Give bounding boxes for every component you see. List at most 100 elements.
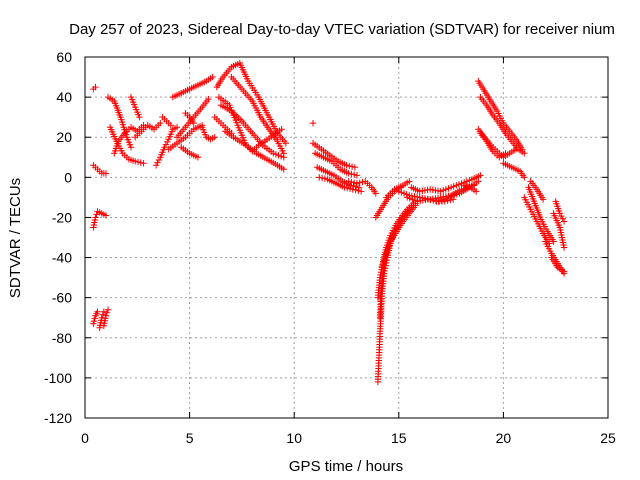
data-point xyxy=(372,190,379,197)
y-tick-label: 60 xyxy=(56,49,72,65)
data-point xyxy=(558,212,565,220)
x-tick-label: 20 xyxy=(496,430,512,446)
y-tick-label: -40 xyxy=(52,250,72,266)
data-point xyxy=(359,178,366,186)
axis-ticks: 0 5 10 15 20 25 -120 -100 -80 -60 -40 -20 0 20 40 60 xyxy=(44,49,616,446)
data-point xyxy=(164,138,171,146)
data-point xyxy=(355,187,362,194)
data-point xyxy=(512,146,520,153)
x-tick-label: 15 xyxy=(391,430,407,446)
data-point xyxy=(377,269,385,276)
data-point xyxy=(560,268,568,275)
data-point xyxy=(449,196,457,203)
data-point xyxy=(550,238,557,245)
chart-title: Day 257 of 2023, Sidereal Day-to-day VTE… xyxy=(69,21,615,38)
data-point xyxy=(316,174,323,181)
data-point xyxy=(345,178,352,185)
data-point xyxy=(353,180,361,187)
data-point xyxy=(502,150,509,157)
data-point xyxy=(280,150,287,157)
data-point xyxy=(104,306,112,313)
data-point xyxy=(98,314,105,321)
data-point xyxy=(103,309,111,316)
data-point xyxy=(350,171,358,178)
data-point xyxy=(539,196,547,203)
data-point xyxy=(356,179,363,186)
data-point xyxy=(194,154,202,161)
data-point xyxy=(349,186,356,193)
y-tick-label: -120 xyxy=(44,410,72,426)
data-point xyxy=(345,170,352,177)
data-point xyxy=(92,83,99,91)
data-point xyxy=(376,274,384,281)
data-point xyxy=(348,163,356,170)
y-axis-label: SDTVAR / TECUs xyxy=(7,178,24,298)
data-point xyxy=(157,119,164,127)
data-point xyxy=(318,174,326,182)
data-point xyxy=(444,197,451,204)
data-point xyxy=(278,126,285,133)
data-point xyxy=(211,134,218,141)
data-point xyxy=(346,162,353,170)
data-point xyxy=(441,198,449,205)
data-point xyxy=(154,159,161,166)
y-tick-label: 20 xyxy=(56,129,72,145)
data-point xyxy=(353,183,360,190)
data-point xyxy=(90,317,98,325)
data-point xyxy=(353,172,361,179)
data-point xyxy=(343,184,351,192)
data-point xyxy=(406,178,413,185)
data-point xyxy=(152,162,160,169)
data-point xyxy=(90,320,97,327)
data-point xyxy=(521,174,528,181)
data-point xyxy=(341,184,348,191)
data-point xyxy=(348,170,355,178)
data-point xyxy=(377,271,384,279)
data-point xyxy=(560,244,568,251)
grid-lines xyxy=(85,57,608,418)
data-point xyxy=(140,160,147,167)
plot-frame xyxy=(84,56,609,419)
data-point xyxy=(560,218,568,225)
data-point xyxy=(473,188,480,195)
data-point xyxy=(412,202,419,209)
data-point xyxy=(350,182,357,190)
data-point xyxy=(102,170,110,177)
data-point xyxy=(167,121,174,129)
data-point xyxy=(346,185,354,192)
data-point xyxy=(134,158,142,166)
data-point xyxy=(321,175,329,182)
data-point xyxy=(92,214,99,221)
data-point xyxy=(351,164,359,171)
data-point xyxy=(161,144,168,151)
data-point xyxy=(343,162,350,169)
data-point xyxy=(136,113,143,121)
data-point xyxy=(100,308,108,315)
data-point xyxy=(94,308,101,315)
data-point xyxy=(205,95,212,103)
x-tick-label: 0 xyxy=(81,430,89,446)
y-tick-label: 40 xyxy=(56,89,72,105)
data-point xyxy=(447,196,454,204)
data-point xyxy=(132,158,139,165)
y-tick-label: -20 xyxy=(52,209,72,225)
data-point xyxy=(352,186,359,194)
x-axis-label: GPS time / hours xyxy=(289,458,403,475)
y-tick-label: -60 xyxy=(52,290,72,306)
y-tick-label: -100 xyxy=(44,370,72,386)
data-point xyxy=(477,172,484,179)
data-point xyxy=(348,178,355,186)
data-point xyxy=(102,212,110,219)
data-point xyxy=(99,311,106,318)
data-markers xyxy=(90,59,568,386)
data-point xyxy=(282,140,290,147)
data-point xyxy=(155,156,163,164)
x-tick-label: 25 xyxy=(600,430,616,446)
data-point xyxy=(162,141,170,148)
data-point xyxy=(559,215,566,222)
data-point xyxy=(521,150,528,157)
data-point xyxy=(280,166,287,173)
data-point xyxy=(190,119,197,127)
data-point xyxy=(137,159,144,166)
y-tick-label: 0 xyxy=(64,169,72,185)
